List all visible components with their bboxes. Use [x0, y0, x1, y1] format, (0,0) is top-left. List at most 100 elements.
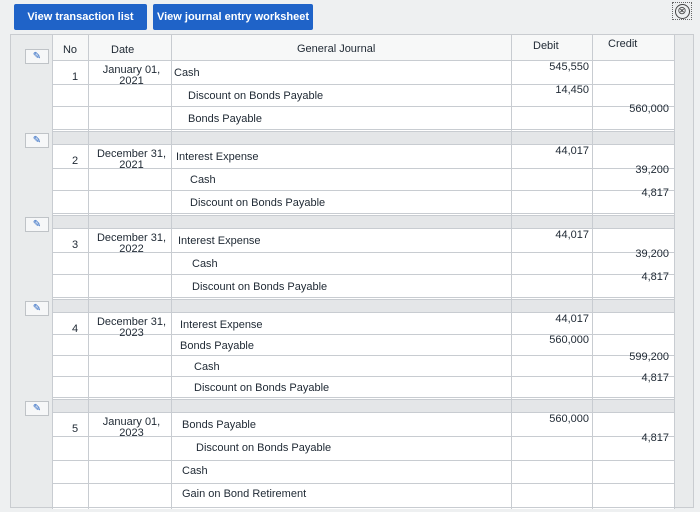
- debit-input[interactable]: 44,017: [555, 229, 589, 241]
- close-icon: ⊗: [674, 3, 690, 19]
- account-input[interactable]: Discount on Bonds Payable: [192, 281, 328, 293]
- row-rule: [52, 106, 674, 107]
- entry-number: 2: [71, 155, 79, 167]
- header-no: No: [62, 44, 78, 56]
- account-input[interactable]: Interest Expense: [180, 319, 263, 331]
- column-rule: [88, 35, 89, 509]
- entry-number: 5: [71, 423, 79, 435]
- pencil-icon: ✎: [32, 403, 42, 414]
- edit-entry-button[interactable]: ✎: [25, 133, 49, 148]
- debit-input[interactable]: 44,017: [555, 313, 589, 325]
- edit-entry-button[interactable]: ✎: [25, 401, 49, 416]
- debit-input[interactable]: 560,000: [549, 413, 589, 425]
- account-input[interactable]: Cash: [174, 67, 200, 79]
- entry-number: 4: [71, 323, 79, 335]
- header-debit: Debit: [533, 40, 559, 52]
- view-transaction-list-button[interactable]: View transaction list: [14, 4, 147, 30]
- header-date: Date: [111, 44, 135, 56]
- credit-input[interactable]: 4,817: [641, 372, 669, 384]
- credit-input[interactable]: 4,817: [641, 187, 669, 199]
- row-rule: [52, 168, 674, 169]
- row-rule: [52, 507, 674, 508]
- row-rule: [52, 274, 674, 275]
- credit-input[interactable]: 599,200: [629, 351, 669, 363]
- date-line: 2021: [119, 159, 144, 171]
- entry-block: [52, 61, 674, 131]
- toolbar: View transaction list View journal entry…: [0, 0, 700, 34]
- account-input[interactable]: Cash: [194, 361, 220, 373]
- account-input[interactable]: Bonds Payable: [182, 419, 256, 431]
- row-rule: [52, 84, 674, 85]
- entry-separator: [52, 399, 674, 413]
- debit-input[interactable]: 14,450: [555, 84, 589, 96]
- debit-input[interactable]: 545,550: [549, 61, 589, 73]
- row-rule: [52, 297, 674, 298]
- pencil-icon: ✎: [32, 303, 42, 314]
- account-input[interactable]: Discount on Bonds Payable: [188, 90, 324, 102]
- column-rule: [674, 35, 675, 509]
- date-line: January 01,: [102, 416, 161, 428]
- entry-block: [52, 413, 674, 509]
- date-line: 2022: [119, 243, 144, 255]
- row-rule: [52, 355, 674, 356]
- account-input[interactable]: Cash: [192, 258, 218, 270]
- date-line: January 01,: [102, 64, 161, 76]
- credit-input[interactable]: 560,000: [629, 103, 669, 115]
- account-input[interactable]: Interest Expense: [176, 151, 259, 163]
- journal-table: No Date General Journal Debit Credit 1 January…: [10, 34, 694, 509]
- credit-input[interactable]: 4,817: [641, 432, 669, 444]
- date-line: December 31,: [96, 232, 167, 244]
- entry-separator: [52, 215, 674, 229]
- pencil-icon: ✎: [32, 135, 42, 146]
- entry-date: December 31, 2023: [93, 317, 170, 339]
- row-rule: [52, 129, 674, 130]
- account-input[interactable]: Bonds Payable: [180, 340, 254, 352]
- entry-number: 3: [71, 239, 79, 251]
- row-rule: [52, 376, 674, 377]
- row-rule: [52, 190, 674, 191]
- account-input[interactable]: Gain on Bond Retirement: [182, 488, 307, 500]
- account-input[interactable]: Cash: [182, 465, 208, 477]
- entry-date: January 01, 2023: [93, 417, 170, 439]
- debit-input[interactable]: 44,017: [555, 145, 589, 157]
- row-rule: [52, 252, 674, 253]
- column-rule: [592, 35, 593, 509]
- account-input[interactable]: Cash: [190, 174, 216, 186]
- header-credit: Credit: [608, 38, 638, 50]
- entry-number: 1: [71, 71, 79, 83]
- view-journal-entry-worksheet-button[interactable]: View journal entry worksheet: [153, 4, 313, 30]
- credit-input[interactable]: 39,200: [635, 248, 669, 260]
- edit-entry-button[interactable]: ✎: [25, 217, 49, 232]
- account-input[interactable]: Discount on Bonds Payable: [190, 197, 326, 209]
- date-line: December 31,: [96, 148, 167, 160]
- pencil-icon: ✎: [32, 219, 42, 230]
- debit-input[interactable]: 560,000: [549, 334, 589, 346]
- account-input[interactable]: Discount on Bonds Payable: [196, 442, 332, 454]
- close-button[interactable]: ⊗: [672, 2, 692, 20]
- date-line: 2023: [119, 327, 144, 339]
- entry-separator: [52, 299, 674, 313]
- row-rule: [52, 460, 674, 461]
- edit-entry-button[interactable]: ✎: [25, 49, 49, 64]
- entry-block: [52, 313, 674, 399]
- account-input[interactable]: Interest Expense: [178, 235, 261, 247]
- account-input[interactable]: Discount on Bonds Payable: [194, 382, 330, 394]
- row-rule: [52, 213, 674, 214]
- entry-date: December 31, 2021: [93, 149, 170, 171]
- row-rule: [52, 483, 674, 484]
- entry-date: December 31, 2022: [93, 233, 170, 255]
- column-rule: [171, 35, 172, 509]
- row-rule: [52, 397, 674, 398]
- entry-separator: [52, 131, 674, 145]
- column-rule: [52, 35, 53, 509]
- row-rule: [52, 436, 674, 437]
- entry-date: January 01, 2021: [93, 65, 170, 87]
- credit-input[interactable]: 39,200: [635, 164, 669, 176]
- date-line: December 31,: [96, 316, 167, 328]
- account-input[interactable]: Bonds Payable: [188, 113, 262, 125]
- entry-block: [52, 229, 674, 299]
- edit-entry-button[interactable]: ✎: [25, 301, 49, 316]
- date-line: 2021: [119, 75, 144, 87]
- pencil-icon: ✎: [32, 51, 42, 62]
- credit-input[interactable]: 4,817: [641, 271, 669, 283]
